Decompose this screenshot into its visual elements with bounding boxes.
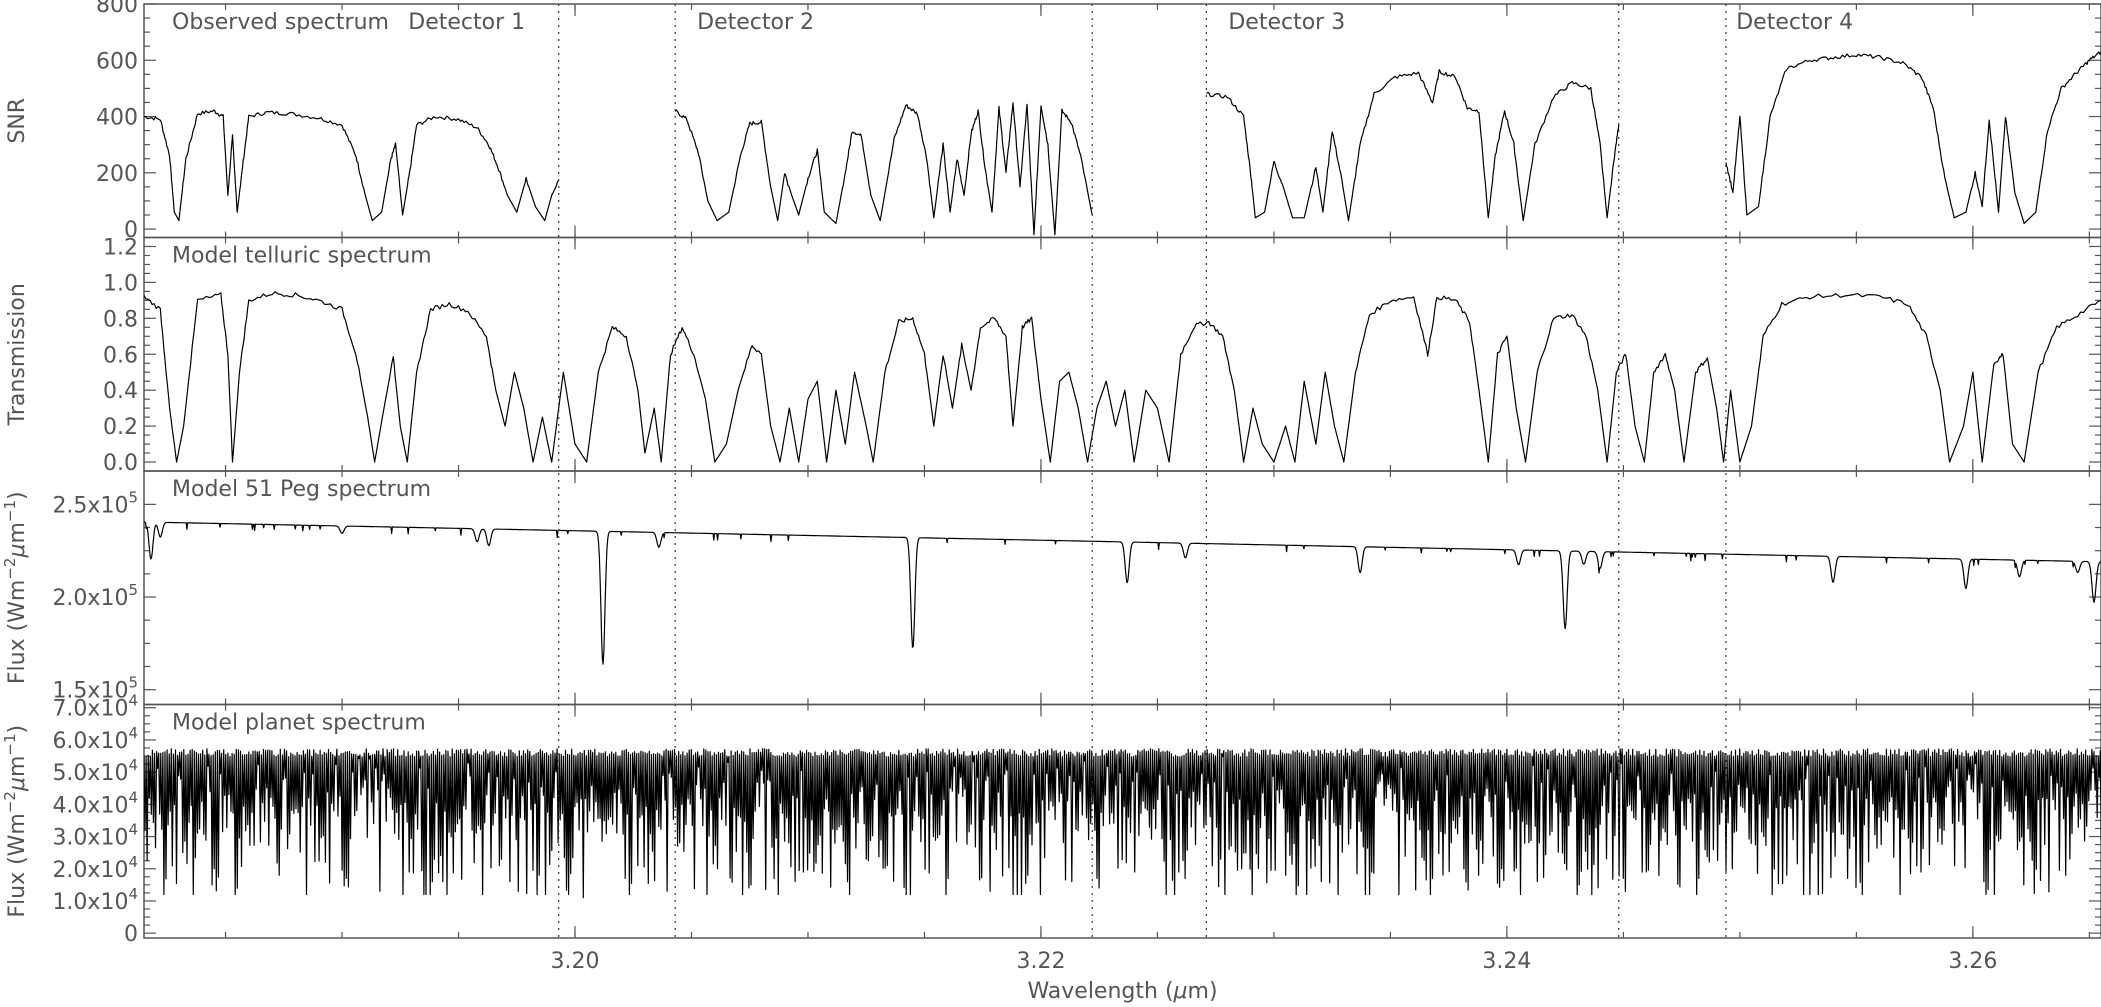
y-tick-label: 2.0x104 [52, 853, 138, 883]
tick-exponent: 4 [128, 821, 138, 839]
ylabel-exp2: −1 [1, 500, 19, 522]
x-axis: 3.20 3.22 3.24 3.26 [551, 949, 1998, 974]
detector-label-3: Detector 3 [1228, 10, 1345, 35]
ylabel-exp1: −2 [1, 558, 19, 580]
tick-exponent: 4 [128, 692, 138, 710]
ylabel-m: m [5, 756, 30, 777]
snr-trace-detector-4 [1725, 51, 2101, 224]
y-tick-label: 0.4 [103, 379, 138, 404]
y-axis-title-snr: SNR [5, 98, 30, 144]
ylabel-pre: Flux (Wm [5, 813, 30, 918]
y-tick-label: 1.5x105 [52, 674, 138, 704]
panel-telluric: 0.0 0.2 0.4 0.6 0.8 1.0 1.2 Transmission Model t… [5, 235, 2101, 476]
y-tick-label: 0.0 [103, 451, 138, 476]
tick-exponent: 5 [128, 674, 138, 692]
y-tick-label: 0 [124, 218, 138, 243]
y-tick-label: 2.0x105 [52, 581, 138, 611]
panel-planet: 01.0x1042.0x1043.0x1044.0x1045.0x1046.0x… [1, 692, 2101, 947]
ylabel-exp2: −1 [1, 733, 19, 755]
xlabel-pre: Wavelength ( [1027, 979, 1173, 1004]
tick-exponent: 4 [128, 756, 138, 774]
ylabel-exp1: −2 [1, 791, 19, 813]
detector-label-4: Detector 4 [1736, 10, 1853, 35]
tick-mantissa: 6.0x10 [52, 729, 128, 754]
y-tick-label: 1.0 [103, 271, 138, 296]
x-tick-label: 3.22 [1016, 949, 1065, 974]
ylabel-m: m [5, 522, 30, 543]
detector-label-2: Detector 2 [697, 10, 814, 35]
tick-exponent: 4 [128, 853, 138, 871]
ylabel-mu: μ [5, 777, 30, 792]
y-tick-label: 600 [96, 49, 138, 74]
detector-label-1: Detector 1 [408, 10, 525, 35]
tick-mantissa: 2.5x10 [52, 493, 128, 518]
y-tick-label: 3.0x104 [52, 821, 138, 851]
snr-trace-detector-3 [1206, 69, 1620, 222]
y-tick-label: 1.0x104 [52, 885, 138, 915]
x-axis-title: Wavelength (μm) [1027, 979, 1217, 1004]
planet-trace [144, 748, 2101, 899]
panel-frame-snr [143, 3, 2101, 239]
y-tick-label: 0.8 [103, 307, 138, 332]
y-tick-label: 1.2 [103, 235, 138, 260]
y-tick-label: 800 [96, 0, 138, 18]
y-tick-label: 0 [124, 922, 138, 947]
x-tick-label: 3.24 [1482, 949, 1531, 974]
stellar-trace [144, 521, 2101, 665]
ylabel-mu: μ [5, 544, 30, 559]
x-tick-label: 3.20 [551, 949, 600, 974]
xlabel-post: m) [1188, 979, 1218, 1004]
y-axis-title-planet: Flux (Wm−2μm−1) [1, 725, 30, 918]
y-tick-label: 4.0x104 [52, 788, 138, 818]
y-tick-label: 2.5x105 [52, 488, 138, 518]
y-axis-title-telluric: Transmission [5, 283, 30, 426]
trace-group-planet [144, 748, 2101, 899]
tick-exponent: 5 [128, 581, 138, 599]
y-tick-label: 6.0x104 [52, 724, 138, 754]
ylabel-pre: Flux (Wm [5, 580, 30, 685]
tick-exponent: 5 [128, 488, 138, 506]
y-tick-label: 0.6 [103, 343, 138, 368]
y-axis-title-stellar: Flux (Wm−2μm−1) [1, 491, 30, 684]
panel-label-snr: Observed spectrum [172, 10, 389, 35]
snr-trace-detector-1 [144, 109, 559, 222]
tick-mantissa: 4.0x10 [52, 793, 128, 818]
telluric-trace [144, 291, 2101, 463]
panel-frame-stellar [143, 470, 2101, 706]
tick-mantissa: 0 [124, 922, 138, 947]
tick-mantissa: 5.0x10 [52, 761, 128, 786]
tick-exponent: 4 [128, 724, 138, 742]
panel-frame-planet [143, 703, 2101, 939]
panels-group: 0 200 400 600 800 SNR Observed spectrum Detecto… [1, 0, 2101, 947]
tick-mantissa: 3.0x10 [52, 826, 128, 851]
trace-group-telluric [144, 291, 2101, 463]
tick-mantissa: 2.0x10 [52, 858, 128, 883]
trace-group-stellar [144, 521, 2101, 665]
y-tick-label: 0.2 [103, 415, 138, 440]
x-tick-label: 3.26 [1948, 949, 1997, 974]
panel-snr: 0 200 400 600 800 SNR Observed spectrum Detecto… [5, 0, 2101, 243]
y-tick-label: 200 [96, 162, 138, 187]
trace-group-snr [144, 51, 2101, 236]
xlabel-mu: μ [1173, 979, 1188, 1004]
panel-label-telluric: Model telluric spectrum [172, 244, 432, 269]
ylabel-post: ) [5, 725, 30, 734]
y-tick-label: 400 [96, 106, 138, 131]
tick-exponent: 4 [128, 885, 138, 903]
tick-mantissa: 2.0x10 [52, 586, 128, 611]
panel-label-stellar: Model 51 Peg spectrum [172, 477, 431, 502]
panel-frame-telluric [143, 236, 2101, 472]
tick-exponent: 4 [128, 788, 138, 806]
panel-label-planet: Model planet spectrum [172, 711, 426, 736]
y-tick-label: 5.0x104 [52, 756, 138, 786]
tick-mantissa: 1.0x10 [52, 890, 128, 915]
snr-trace-detector-2 [674, 102, 1093, 236]
y-tick-label: 7.0x104 [52, 692, 138, 722]
ylabel-post: ) [5, 491, 30, 500]
tick-mantissa: 1.5x10 [52, 679, 128, 704]
tick-mantissa: 7.0x10 [52, 697, 128, 722]
detector-dividers [558, 4, 1727, 938]
